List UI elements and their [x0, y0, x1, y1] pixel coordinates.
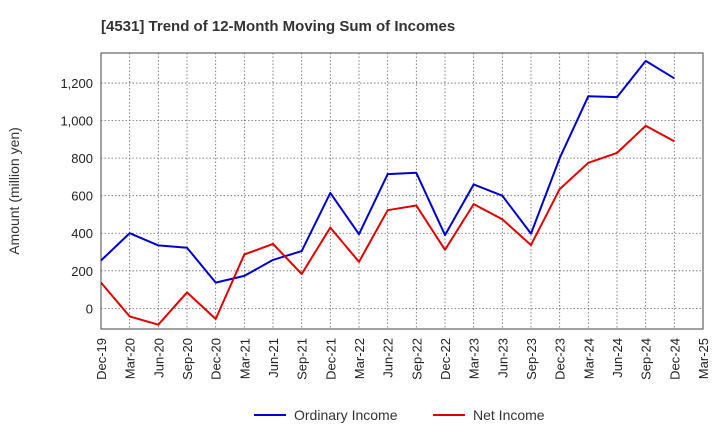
legend: Ordinary Income Net Income [254, 407, 545, 423]
x-tick-label: Mar-21 [237, 338, 252, 379]
x-tick-label: Mar-24 [581, 338, 596, 379]
x-tick-label: Sep-20 [180, 338, 195, 380]
x-tick-label: Jun-20 [151, 338, 166, 378]
y-tick-label: 600 [71, 189, 93, 204]
y-tick-label: 0 [86, 301, 93, 316]
x-tick-label: Sep-21 [295, 338, 310, 380]
plot-frame [100, 52, 704, 330]
x-tick-label: Jun-23 [495, 338, 510, 378]
x-tick-label: Dec-21 [323, 338, 338, 380]
x-tick-label: Dec-24 [667, 338, 682, 380]
x-tick-label: Dec-23 [553, 338, 568, 380]
x-tick-label: Mar-25 [696, 338, 711, 379]
x-tick-label: Dec-20 [209, 338, 224, 380]
y-tick-label: 1,000 [60, 114, 93, 129]
y-tick-label: 200 [71, 264, 93, 279]
x-tick-label: Jun-21 [266, 338, 281, 378]
chart-title: [4531] Trend of 12-Month Moving Sum of I… [101, 18, 455, 35]
legend-label-net-income: Net Income [473, 407, 545, 423]
x-tick-label: Mar-23 [467, 338, 482, 379]
y-axis-title: Amount (million yen) [6, 127, 22, 255]
y-tick-label: 800 [71, 151, 93, 166]
x-tick-label: Dec-22 [438, 338, 453, 380]
x-tick-label: Jun-22 [381, 338, 396, 378]
series-line-net-income [100, 124, 675, 326]
x-tick-label: Sep-23 [524, 338, 539, 380]
x-tick-label: Mar-20 [123, 338, 138, 379]
x-tick-label: Jun-24 [610, 338, 625, 378]
series-line-ordinary-income [100, 59, 675, 284]
plot-area: Dec-19 Mar-20 Jun-20 Sep-20 Dec-20 Mar-21 Jun-… [60, 52, 711, 380]
y-tick-label: 400 [71, 226, 93, 241]
x-tick-label: Sep-24 [639, 338, 654, 380]
x-tick-label: Dec-19 [94, 338, 109, 380]
legend-label-ordinary-income: Ordinary Income [294, 407, 398, 423]
x-tick-label: Mar-22 [352, 338, 367, 379]
y-tick-label: 1,200 [60, 76, 93, 91]
x-tick-label: Sep-22 [409, 338, 424, 380]
